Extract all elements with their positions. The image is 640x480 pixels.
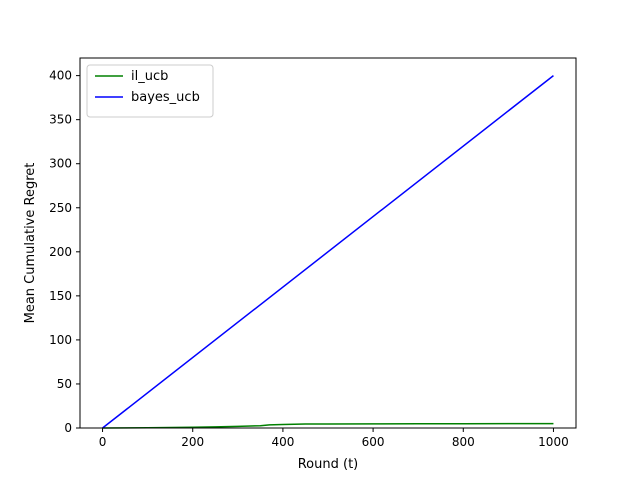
x-tick-label: 400 [271,435,294,449]
axes-frame [79,57,577,429]
x-tick-label: 800 [452,435,475,449]
y-tick-label: 350 [49,113,72,127]
y-axis-label: Mean Cumulative Regret [23,163,38,324]
series-line-bayes_ucb [102,75,554,429]
x-tick-label: 600 [362,435,385,449]
y-tick-label: 150 [49,289,72,303]
legend-label-il_ucb: il_ucb [131,69,168,84]
x-axis-label: Round (t) [298,457,359,472]
legend-box [86,64,214,118]
legend: il_ucb bayes_ucb [86,64,214,118]
y-tick-label: 300 [49,157,72,171]
legend-label-bayes_ucb: bayes_ucb [131,90,200,105]
x-tick-label: 1000 [538,435,569,449]
y-tick-label: 0 [64,421,72,435]
x-tick-label: 200 [181,435,204,449]
x-tick-label: 0 [99,435,107,449]
y-tick-label: 50 [57,377,72,391]
y-tick-label: 400 [49,69,72,83]
y-tick-label: 250 [49,201,72,215]
ticks-layer: 0 200 400 600 800 1000 0 50 100 150 200 250 300 350 40… [49,69,569,449]
y-tick-label: 100 [49,333,72,347]
y-tick-label: 200 [49,245,72,259]
series-layer [102,75,554,429]
series-line-il_ucb [102,422,554,429]
